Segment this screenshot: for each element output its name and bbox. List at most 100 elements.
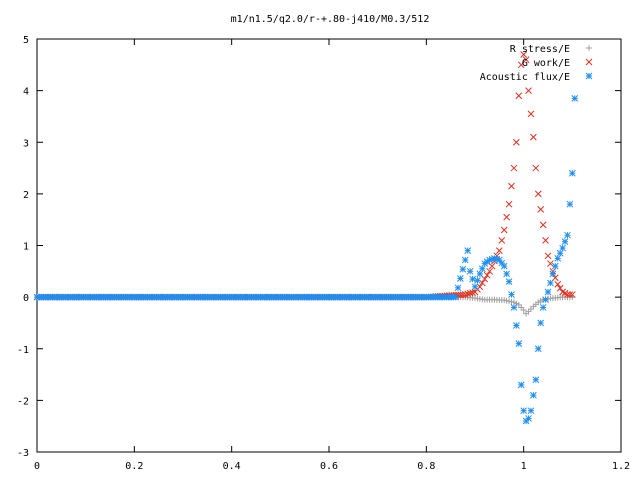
data-point <box>461 256 469 264</box>
data-point <box>544 288 552 296</box>
legend-label: R stress/E <box>510 44 570 55</box>
legend-label: G work/E <box>522 58 570 69</box>
data-point <box>459 265 467 273</box>
data-point <box>549 270 557 278</box>
data-point <box>544 252 552 260</box>
data-point <box>476 270 484 278</box>
data-point <box>508 182 515 190</box>
data-point <box>551 262 559 270</box>
data-point <box>534 345 542 353</box>
data-point <box>566 200 574 208</box>
data-point <box>539 221 547 229</box>
data-point <box>564 231 571 239</box>
series-g-work-e <box>33 51 576 301</box>
data-point <box>561 238 569 245</box>
data-point <box>568 169 576 177</box>
data-point <box>500 226 508 234</box>
data-point <box>554 255 562 262</box>
data-point <box>454 284 462 292</box>
data-point <box>554 280 562 288</box>
data-point <box>505 278 513 285</box>
data-point <box>469 289 476 296</box>
data-point <box>539 304 547 311</box>
data-point <box>527 407 535 415</box>
data-point <box>466 267 474 275</box>
data-point <box>530 133 537 141</box>
data-point <box>537 206 545 213</box>
data-point <box>466 289 474 297</box>
data-point <box>513 322 520 329</box>
y-tick-label: 3 <box>23 138 29 149</box>
data-point <box>515 92 523 100</box>
data-point <box>547 260 554 267</box>
data-point <box>486 267 493 275</box>
x-tick-label: 0.2 <box>125 461 143 472</box>
data-point <box>498 236 506 244</box>
data-point <box>483 271 491 279</box>
data-point <box>457 275 464 282</box>
data-point <box>530 391 537 399</box>
data-point <box>510 304 518 311</box>
data-point <box>481 275 489 283</box>
data-point <box>471 283 479 291</box>
legend-marker <box>585 72 593 80</box>
data-point <box>515 340 523 347</box>
x-tick-label: 1.2 <box>612 461 630 472</box>
x-tick-label: 0.4 <box>223 461 241 472</box>
y-tick-label: 0 <box>23 293 29 304</box>
data-point <box>564 291 571 298</box>
data-point <box>520 51 528 58</box>
data-point <box>503 213 510 221</box>
y-tick-label: -2 <box>17 396 29 407</box>
chart-title: m1/n1.5/q2.0/r-+.80-j410/M0.3/512 <box>231 14 430 25</box>
data-point <box>556 249 564 257</box>
x-tick-label: 0.6 <box>320 461 338 472</box>
data-point <box>537 319 545 327</box>
data-point <box>542 236 549 244</box>
y-tick-label: -3 <box>17 448 29 459</box>
data-point <box>532 164 540 172</box>
series-acoustic-flux-e <box>33 95 579 425</box>
data-point <box>474 276 481 284</box>
data-point <box>534 190 542 198</box>
data-point <box>508 291 515 298</box>
data-point <box>478 279 486 287</box>
legend-marker <box>585 58 593 66</box>
legend: R stress/E G work/E Acoustic flux/E <box>480 44 593 83</box>
data-point <box>522 56 530 64</box>
data-point <box>571 95 579 102</box>
data-point <box>568 291 576 298</box>
x-tick-label: 1 <box>521 461 527 472</box>
data-point <box>464 247 472 255</box>
data-point <box>500 262 508 270</box>
data-point <box>520 307 527 314</box>
data-point <box>464 290 472 298</box>
data-point <box>505 200 513 208</box>
data-point <box>478 265 486 273</box>
data-point <box>559 244 566 252</box>
data-point <box>469 275 476 283</box>
y-tick-label: 5 <box>23 35 29 46</box>
legend-marker <box>586 45 592 51</box>
data-point <box>495 247 503 255</box>
data-point <box>566 291 574 298</box>
data-point <box>532 376 540 384</box>
y-tick-label: 4 <box>23 87 29 98</box>
data-point <box>517 61 525 69</box>
data-point <box>520 407 528 415</box>
legend-label: Acoustic flux/E <box>480 72 570 83</box>
data-point <box>461 291 469 298</box>
data-point <box>503 270 510 278</box>
data-point <box>510 164 518 172</box>
data-point <box>525 415 532 422</box>
data-point <box>452 293 459 301</box>
data-point <box>556 284 564 292</box>
plot-frame <box>36 38 622 453</box>
data-point <box>517 381 525 389</box>
data-point <box>527 110 535 118</box>
data-point <box>476 283 484 291</box>
x-tick-label: 0 <box>34 461 40 472</box>
data-point <box>542 296 549 304</box>
y-tick-label: 1 <box>23 242 29 253</box>
